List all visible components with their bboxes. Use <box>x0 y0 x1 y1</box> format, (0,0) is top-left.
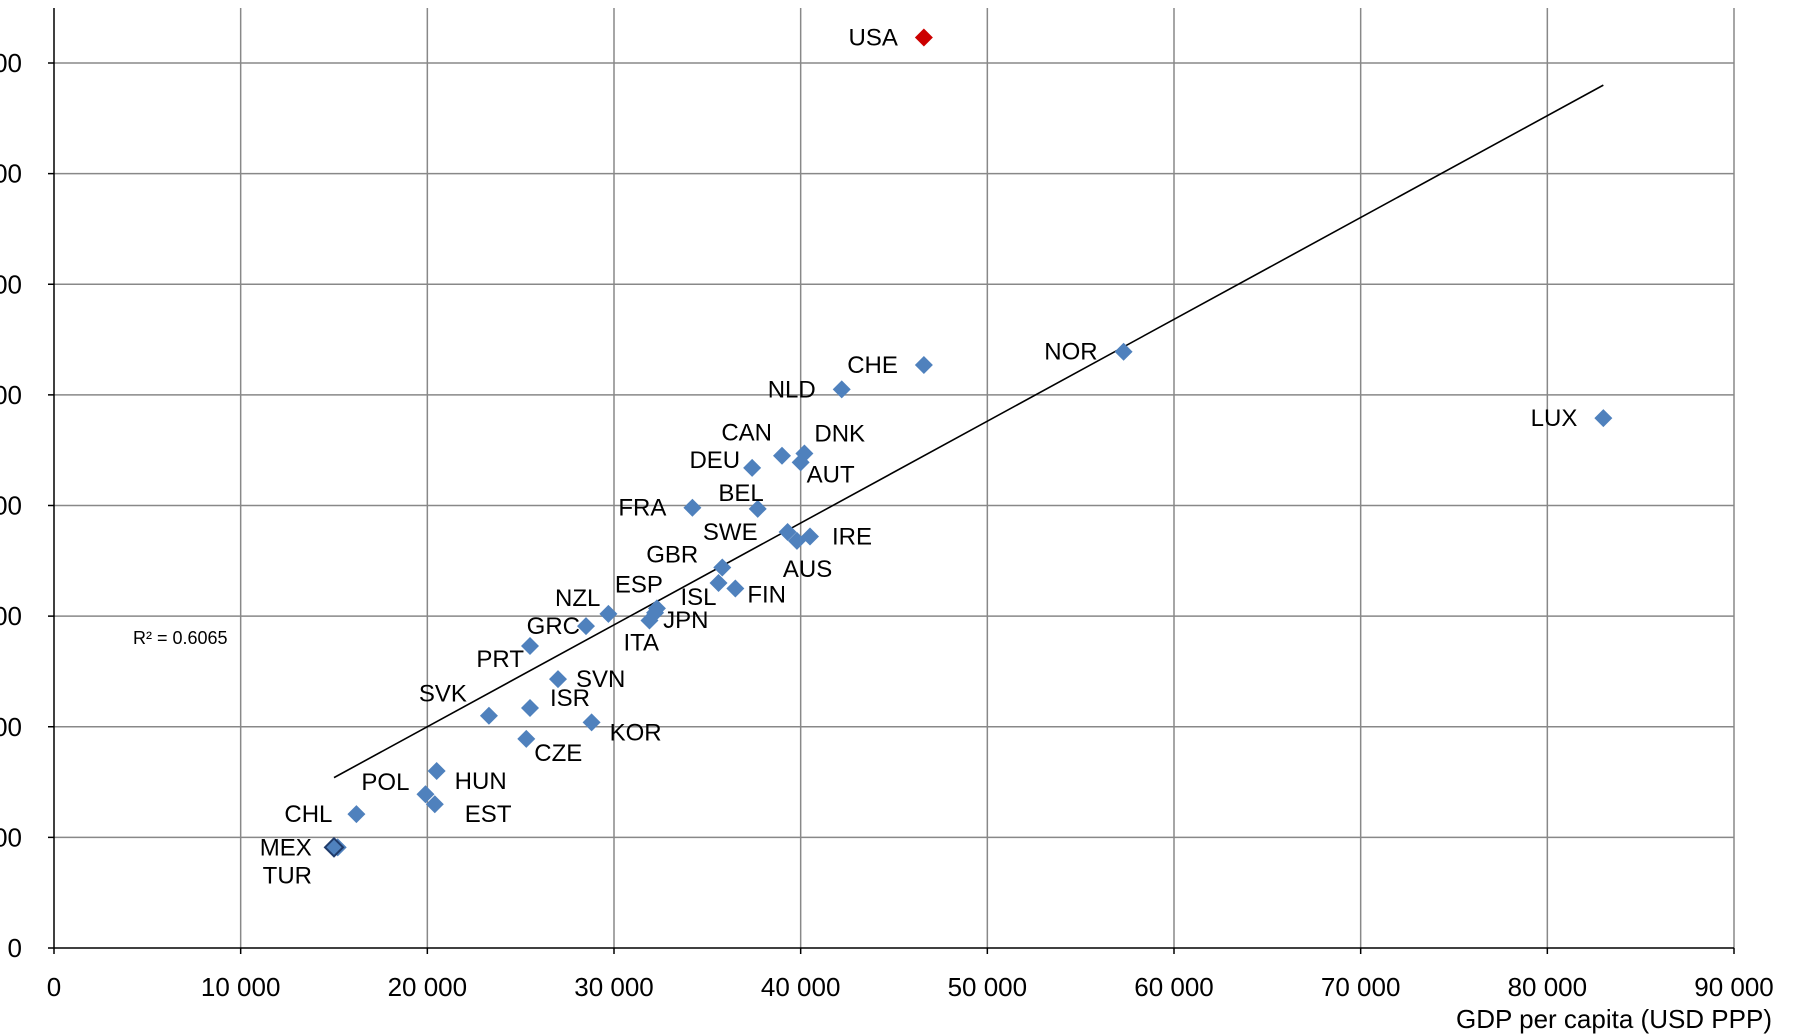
point-label-est: EST <box>465 801 512 828</box>
y-tick-label: 00 <box>0 159 22 189</box>
point-label-mex: MEX <box>260 834 312 861</box>
point-label-esp: ESP <box>615 571 663 598</box>
point-label-isl: ISL <box>681 584 717 611</box>
data-point-nld <box>832 380 851 399</box>
data-point-est <box>425 795 444 814</box>
data-point-nzl <box>599 604 618 623</box>
data-point-isl <box>709 573 728 592</box>
data-point-lux <box>1594 409 1613 428</box>
x-tick-label: 10 000 <box>201 972 281 1002</box>
point-label-tur: TUR <box>263 862 312 889</box>
point-label-ita: ITA <box>623 630 659 657</box>
point-label-fra: FRA <box>618 495 666 522</box>
point-label-deu: DEU <box>689 447 740 474</box>
data-point-kor <box>582 713 601 732</box>
x-tick-label: 60 000 <box>1134 972 1214 1002</box>
point-label-nzl: NZL <box>555 585 600 612</box>
data-point-ita <box>640 611 659 630</box>
point-label-grc: GRC <box>527 613 580 640</box>
data-point-aus <box>787 531 806 550</box>
point-label-usa: USA <box>849 25 898 52</box>
data-point-swe <box>778 523 797 542</box>
data-point-hun <box>427 762 446 780</box>
point-label-fin: FIN <box>747 581 786 608</box>
y-tick-label: 00 <box>0 712 22 742</box>
point-label-isr: ISR <box>550 685 590 712</box>
point-label-cze: CZE <box>534 740 582 767</box>
point-label-svk: SVK <box>419 681 467 708</box>
point-label-bel: BEL <box>718 480 763 507</box>
point-label-lux: LUX <box>1531 405 1578 432</box>
data-point-can <box>773 446 791 465</box>
data-point-tur <box>323 836 345 858</box>
data-point-usa <box>914 28 933 47</box>
point-label-nld: NLD <box>768 376 816 403</box>
data-point-nor <box>1114 342 1133 361</box>
data-point-cze <box>517 729 536 748</box>
x-tick-labels: 0 10 000 20 000 30 000 40 000 50 000 60 000 70 … <box>47 972 1774 1002</box>
x-tick-label: 50 000 <box>948 972 1028 1002</box>
trendline <box>333 84 1604 779</box>
x-tick-label: 30 000 <box>574 972 654 1002</box>
axes <box>48 8 1735 954</box>
y-tick-label: 0 <box>8 933 22 963</box>
point-label-aut: AUT <box>807 461 855 488</box>
data-point-gbr <box>713 558 732 577</box>
point-label-dnk: DNK <box>814 421 865 448</box>
x-tick-label: 90 000 <box>1694 972 1774 1002</box>
x-tick-label: 80 000 <box>1508 972 1588 1002</box>
point-label-ire: IRE <box>832 523 872 550</box>
point-label-pol: POL <box>361 769 409 796</box>
data-point-fra <box>683 498 702 517</box>
x-axis-title: GDP per capita (USD PPP) <box>1456 1004 1772 1034</box>
point-label-swe: SWE <box>703 519 758 546</box>
point-label-hun: HUN <box>455 768 507 795</box>
point-label-che: CHE <box>847 352 898 379</box>
x-tick-label: 20 000 <box>388 972 468 1002</box>
data-point-bel <box>748 499 767 518</box>
trendline-group <box>333 84 1604 779</box>
y-tick-label: 00 <box>0 380 22 410</box>
data-point-chl <box>347 805 366 824</box>
data-point-prt <box>521 636 539 655</box>
data-point-grc <box>577 617 595 636</box>
y-tick-label: 00 <box>0 269 22 299</box>
x-tick-label: 0 <box>47 972 61 1002</box>
x-tick-label: 40 000 <box>761 972 841 1002</box>
data-point-pol <box>416 785 435 804</box>
point-label-aus: AUS <box>783 556 832 583</box>
y-tick-label: 00 <box>0 491 22 521</box>
point-label-kor: KOR <box>610 719 662 746</box>
data-point-deu <box>743 458 762 477</box>
point-label-nor: NOR <box>1044 339 1097 366</box>
y-tick-label: 00 <box>0 601 22 631</box>
data-point-aut <box>791 453 810 472</box>
point-label-chl: CHL <box>284 801 332 828</box>
r-squared-label: R² = 0.6065 <box>133 628 228 648</box>
data-point-svn <box>549 670 567 689</box>
point-label-can: CAN <box>721 420 772 447</box>
y-tick-label: 00 <box>0 48 22 78</box>
point-label-prt: PRT <box>476 646 524 673</box>
point-label-jpn: JPN <box>663 607 708 634</box>
grid-lines <box>54 8 1735 948</box>
y-tick-label: 00 <box>0 822 22 852</box>
point-labels: USA NOR LUX CHE NLD CAN DNK DEU AUT FRA BEL IRE SWE A… <box>260 25 1578 890</box>
data-point-svk <box>479 706 498 725</box>
data-points <box>323 28 1613 858</box>
data-point-che <box>914 356 933 375</box>
point-label-gbr: GBR <box>646 541 698 568</box>
data-point-fin <box>726 579 745 598</box>
x-tick-label: 70 000 <box>1321 972 1401 1002</box>
data-point-isr <box>521 698 539 717</box>
point-label-svn: SVN <box>576 666 625 693</box>
